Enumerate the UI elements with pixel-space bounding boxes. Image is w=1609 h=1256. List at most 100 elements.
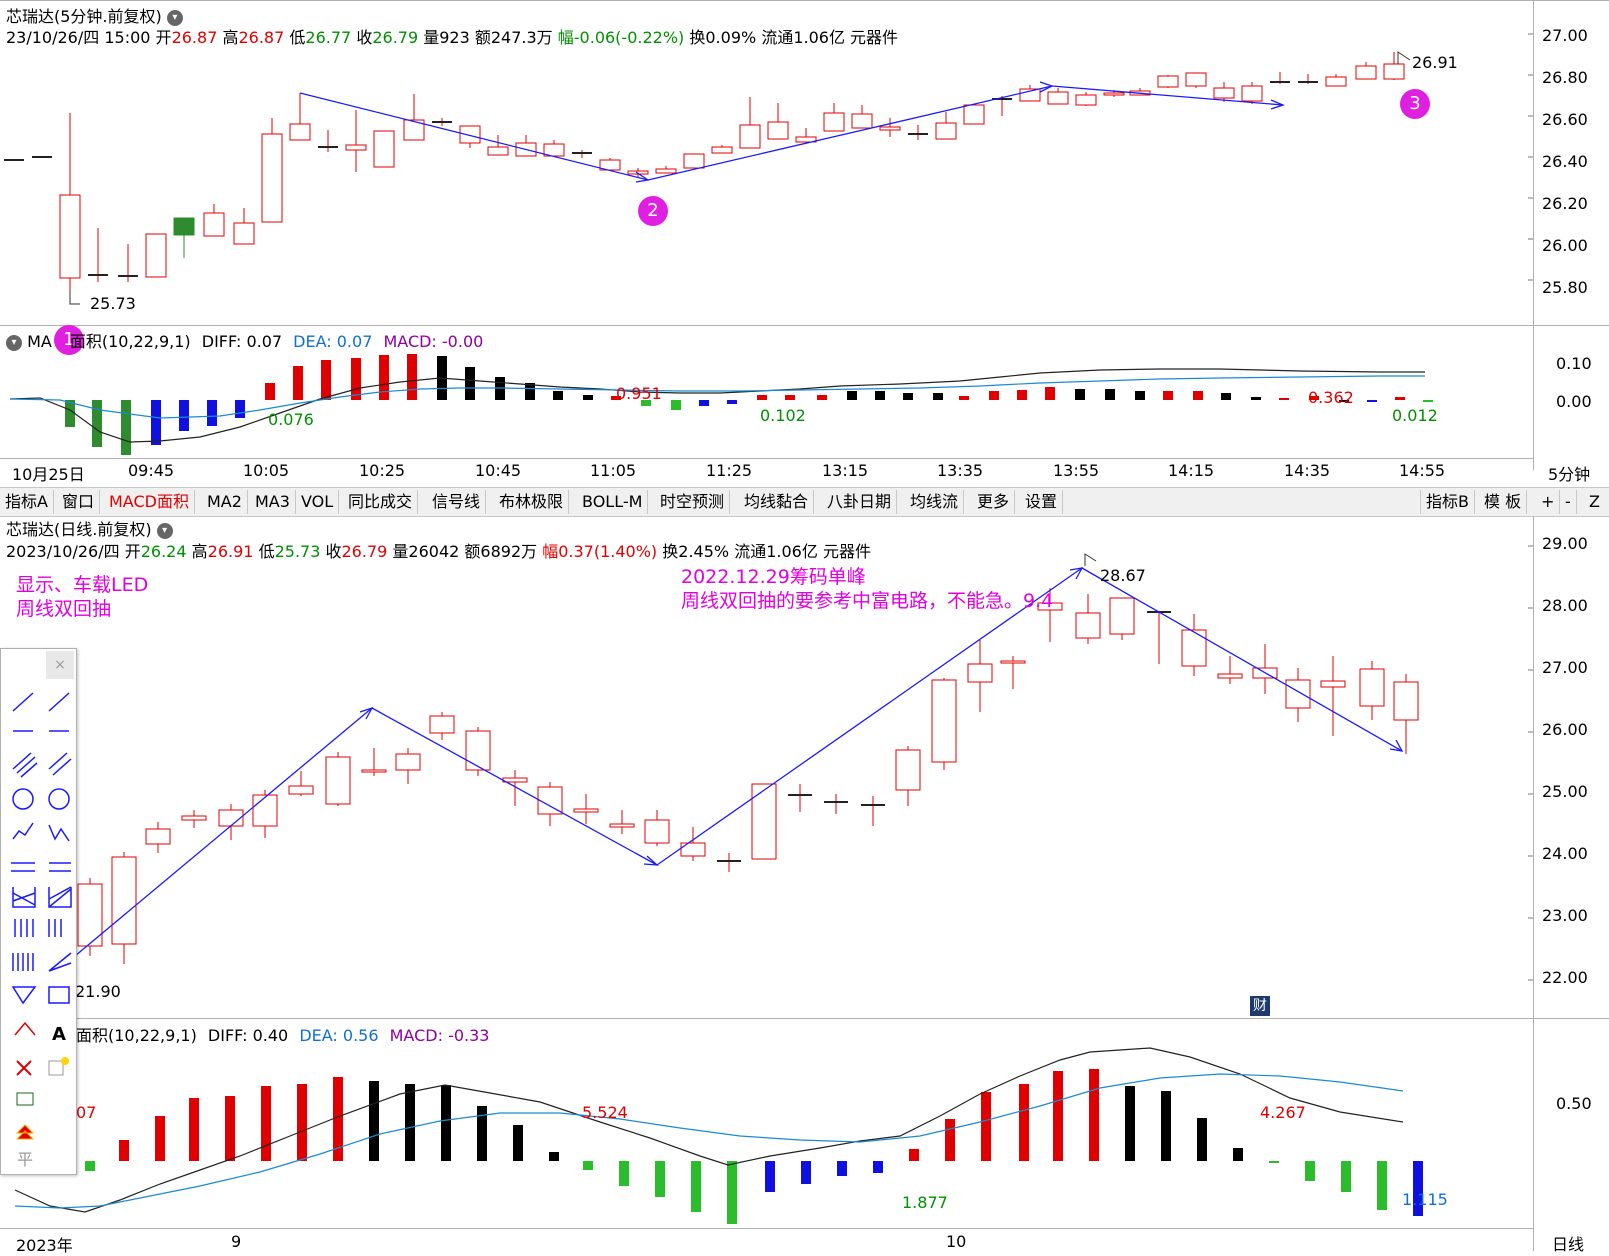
macd-bar — [875, 391, 885, 400]
macd-bar — [959, 396, 969, 400]
circle-icon — [12, 788, 34, 810]
annotation-left-1[interactable]: 显示、车载LED — [16, 574, 149, 596]
top-chart-panel[interactable]: 芯瑞达(5分钟.前复权) ▾ 23/10/26/四 15:00 开26.87 高… — [0, 0, 1609, 484]
macd-bar — [189, 1098, 199, 1161]
macd-bar — [1017, 390, 1027, 400]
macd-bar — [1019, 1084, 1029, 1161]
candle-body — [1393, 681, 1419, 721]
candle-body — [465, 730, 491, 771]
tab-ma2[interactable]: MA2 — [202, 490, 248, 514]
macd-bar — [179, 400, 189, 431]
trend-line-a — [299, 92, 649, 181]
candle-body — [459, 125, 481, 144]
tab-yoy-volume[interactable]: 同比成交 — [343, 490, 419, 514]
macd-bar — [671, 400, 681, 410]
tab-macd-area[interactable]: MACD面积 — [104, 490, 195, 514]
zoom-in-button[interactable]: + — [1536, 490, 1561, 514]
tab-ma-converge[interactable]: 均线黏合 — [739, 490, 815, 514]
macd-bar — [1341, 1161, 1351, 1192]
candle-body — [373, 130, 395, 168]
flat-label[interactable]: 平 — [17, 1150, 34, 1169]
tab-bollinger-limit[interactable]: 布林极限 — [494, 490, 570, 514]
macd-bar — [351, 358, 361, 400]
macd-bar — [1163, 391, 1173, 400]
top-period-label[interactable]: 5分钟 — [1548, 465, 1591, 484]
drawing-tools-icons — [11, 692, 72, 1140]
trend-arrow-c — [1270, 99, 1285, 110]
tab-settings[interactable]: 设置 — [1020, 490, 1064, 514]
top-trend-lines — [299, 81, 1285, 183]
candle-body — [361, 769, 387, 773]
tab-window[interactable]: 窗口 — [57, 490, 101, 514]
top-high-label: 高 — [222, 28, 239, 47]
bottom-price-axis: 29.00 28.00 27.00 26.00 25.00 24.00 23.0… — [1542, 516, 1608, 996]
macd-bar — [261, 1086, 271, 1161]
macd-bar — [1395, 397, 1405, 400]
bottom-macd-diff: DIFF: 0.40 — [207, 1026, 289, 1045]
annotation-mid-2[interactable]: 周线双回抽的要参考中富电路，不能急。9.4 — [681, 590, 1054, 612]
candle-body — [325, 756, 351, 805]
macd-bar — [513, 1125, 523, 1161]
annotation-mid-1[interactable]: 2022.12.29筹码单峰 — [681, 566, 866, 588]
tab-boll-m[interactable]: BOLL-M — [577, 490, 649, 514]
time-tick: 13:15 — [822, 461, 869, 480]
top-high: 26.87 — [238, 28, 285, 47]
bottom-chart-panel[interactable]: 芯瑞达(日线.前复权) ▾ 2023/10/26/四 开26.24 高26.91… — [0, 516, 1609, 1255]
trend-arrow-g — [1389, 739, 1404, 752]
tab-template[interactable]: 模 板 — [1479, 490, 1528, 514]
close-icon[interactable]: × — [46, 651, 74, 679]
candle-body — [173, 217, 195, 236]
macd-bar — [1075, 389, 1085, 400]
tab-ma3[interactable]: MA3 — [250, 490, 296, 514]
tab-time-forecast[interactable]: 时空预测 — [655, 490, 731, 514]
time-tick: 10:45 — [475, 461, 522, 480]
candle-body — [1241, 85, 1263, 102]
bottom-info-line: 2023/10/26/四 开26.24 高26.91 低25.73 收26.79… — [6, 538, 871, 562]
tab-bagua-date[interactable]: 八卦日期 — [822, 490, 898, 514]
macd-bar — [1135, 391, 1145, 400]
tab-indicator-b[interactable]: 指标B — [1420, 490, 1475, 514]
top-title: 芯瑞达(5分钟.前复权) ▾ — [6, 3, 183, 27]
top-open: 26.87 — [171, 28, 218, 47]
top-macd-dea: DEA: 0.07 — [293, 332, 373, 351]
bottom-period-label[interactable]: 日线 — [1552, 1235, 1585, 1254]
text-tool-icon[interactable]: A — [52, 1024, 66, 1045]
macd-bar — [641, 400, 651, 406]
tab-vol[interactable]: VOL — [296, 490, 340, 514]
macd-bar — [235, 400, 245, 418]
macd-bar — [151, 400, 161, 445]
price-tick: 26.00 — [1542, 720, 1588, 739]
tab-indicator-a[interactable]: 指标A — [0, 490, 54, 514]
time-tick: 10 — [946, 1232, 967, 1251]
tab-ma-flow[interactable]: 均线流 — [905, 490, 965, 514]
chevron-down-icon[interactable]: ▾ — [156, 522, 173, 539]
candle-body — [1047, 91, 1069, 105]
top-chart-svg — [0, 0, 1609, 470]
bottom-high-mark: 28.67 — [1100, 566, 1146, 585]
top-low-mark: 25.73 — [90, 294, 136, 313]
macd-bar — [583, 1161, 593, 1170]
candle-body — [1157, 75, 1179, 88]
annotation-left-2[interactable]: 周线双回抽 — [16, 598, 112, 620]
top-title-text: 芯瑞达(5分钟.前复权) — [6, 7, 162, 26]
macd-bar — [989, 391, 999, 400]
candle-body — [1181, 629, 1207, 667]
macd-label: 1.877 — [902, 1193, 948, 1212]
time-tick: 10:25 — [359, 461, 406, 480]
bottom-title: 芯瑞达(日线.前复权) ▾ — [6, 516, 173, 540]
price-tick: 28.00 — [1542, 596, 1588, 615]
macd-bar — [225, 1096, 235, 1161]
macd-bar — [119, 1140, 129, 1161]
top-change: 幅-0.06(-0.22%) — [557, 28, 685, 47]
z-button[interactable]: Z — [1589, 492, 1600, 511]
fib-retracement-icon — [11, 862, 35, 872]
chevron-down-icon[interactable]: ▾ — [166, 9, 183, 26]
financial-badge[interactable]: 财 — [1250, 996, 1270, 1016]
chevron-down-icon[interactable]: ▾ — [6, 334, 22, 351]
tab-signal-line[interactable]: 信号线 — [427, 490, 487, 514]
tab-more[interactable]: 更多 — [972, 490, 1016, 514]
macd-bar — [981, 1092, 991, 1161]
top-macd-name-b: 面积(10,22,9,1) — [69, 332, 191, 351]
zoom-out-button[interactable]: - — [1560, 490, 1577, 514]
bottom-title-text: 芯瑞达(日线.前复权) — [6, 520, 152, 539]
